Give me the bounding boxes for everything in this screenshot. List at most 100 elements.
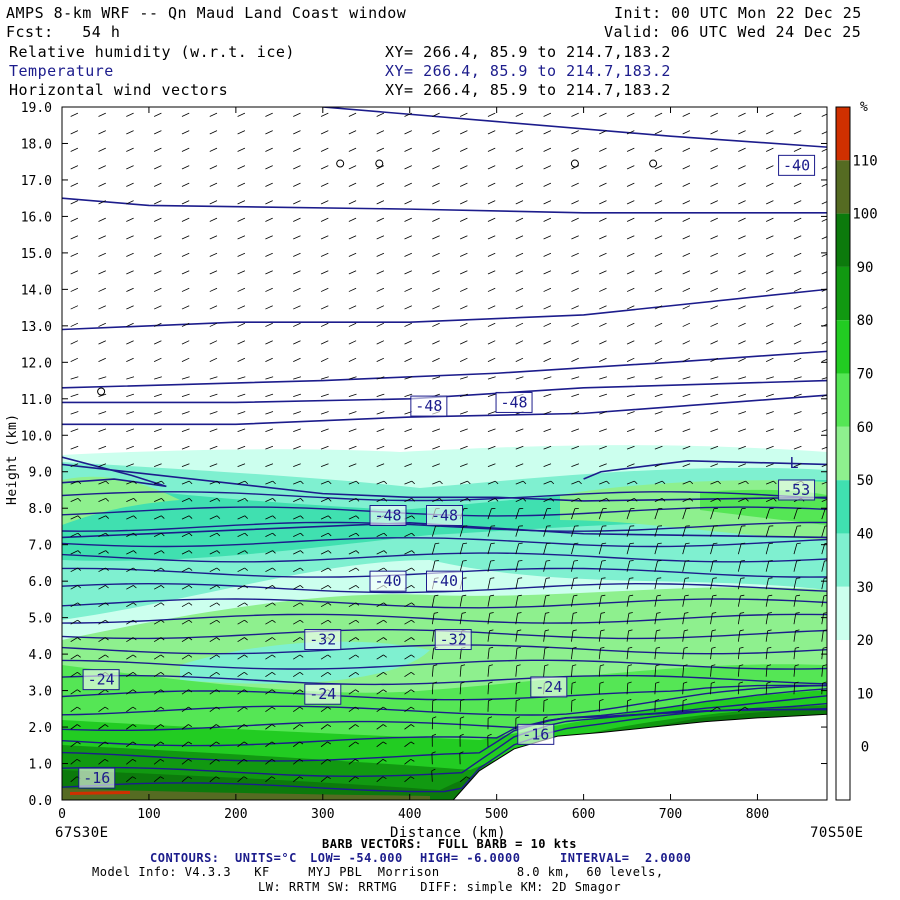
- wind-barb: [153, 130, 162, 135]
- wind-barb: [432, 428, 441, 432]
- wind-barb: [348, 270, 357, 275]
- wind-barb: [515, 525, 520, 537]
- y-axis-label: Height (km): [5, 413, 20, 505]
- wind-barb-flag: [601, 577, 606, 579]
- wind-barb: [209, 480, 218, 485]
- wind-barb: [376, 428, 385, 432]
- wind-barb-flag: [132, 637, 137, 641]
- colorbar-segment: [836, 533, 850, 587]
- wind-barb-flag: [515, 716, 520, 719]
- wind-barb-flag: [243, 724, 248, 728]
- wind-barb: [737, 578, 742, 590]
- wind-barb: [821, 464, 827, 468]
- wind-barb: [710, 200, 718, 205]
- wind-barb: [459, 525, 464, 537]
- wind-barb: [126, 130, 134, 135]
- wind-barb: [459, 480, 468, 485]
- wind-barb: [265, 235, 273, 240]
- wind-barb: [432, 252, 440, 257]
- wind-barb: [153, 585, 162, 590]
- wind-barb: [153, 550, 162, 555]
- wind-barb: [265, 550, 273, 555]
- wind-barb: [153, 706, 161, 713]
- wind-barb: [765, 648, 768, 660]
- wind-barb: [376, 200, 385, 205]
- wind-barb: [237, 619, 245, 625]
- wind-barb: [599, 217, 607, 222]
- wind-barb-flag: [216, 532, 221, 537]
- wind-barb-flag: [711, 629, 716, 632]
- colorbar-segment: [836, 213, 850, 267]
- x-tick-label: 300: [311, 807, 334, 822]
- wind-barb-flag: [432, 733, 437, 737]
- wind-barb: [348, 654, 356, 660]
- wind-barb: [654, 376, 663, 380]
- wind-barb: [153, 567, 162, 573]
- wind-barb: [459, 147, 468, 152]
- wind-barb-flag: [411, 602, 415, 606]
- wind-barb: [293, 602, 301, 608]
- wind-barb-flag: [383, 532, 388, 537]
- wind-barb: [543, 322, 552, 327]
- wind-barb: [265, 619, 273, 625]
- wind-barb: [70, 776, 78, 783]
- wind-barb-flag: [77, 480, 82, 485]
- wind-barb: [181, 235, 190, 240]
- wind-barb: [320, 357, 329, 362]
- wind-barb: [571, 130, 579, 135]
- wind-barb: [599, 445, 607, 450]
- wind-barb: [98, 147, 106, 152]
- temperature-contours: [62, 107, 827, 793]
- wind-barb: [404, 445, 413, 450]
- wind-barb-flag: [105, 532, 109, 537]
- wind-barb-flag: [132, 619, 137, 623]
- wind-barb: [293, 515, 301, 520]
- wind-barb-flag: [738, 681, 744, 684]
- x-tick-label: 800: [746, 807, 769, 822]
- wind-barb: [793, 270, 802, 275]
- contour-label-box: [369, 570, 407, 592]
- wind-barb-flag: [434, 612, 439, 614]
- wind-barb: [626, 182, 635, 187]
- wind-barb-flag: [188, 637, 193, 641]
- wind-barb: [793, 445, 802, 450]
- wind-barb: [348, 428, 357, 432]
- contour-labels: -40-48 -48-53-48 -48-40 -40-32 -32-24-24 -24-…: [78, 154, 816, 789]
- wind-barb: [571, 525, 575, 537]
- wind-barb: [515, 683, 517, 695]
- wind-barb-flag: [299, 776, 304, 780]
- wind-barb: [98, 637, 106, 643]
- wind-barb-flag: [161, 498, 165, 502]
- wind-barb: [181, 602, 190, 608]
- wind-barb: [654, 182, 663, 187]
- wind-barb: [599, 130, 607, 135]
- wind-barb: [98, 706, 106, 713]
- wind-barb: [126, 671, 134, 678]
- contour-label-box: [82, 669, 120, 691]
- wind-barb: [487, 525, 492, 537]
- wind-barb: [487, 393, 496, 397]
- wind-barb: [487, 630, 490, 642]
- wind-barb: [404, 112, 412, 117]
- wind-barb: [654, 480, 663, 485]
- wind-barb: [654, 683, 656, 695]
- wind-barb-flag: [543, 716, 548, 719]
- wind-barb: [293, 445, 301, 450]
- wind-barb: [265, 776, 272, 783]
- wind-barb-flag: [244, 532, 248, 537]
- contour-label: -24: [88, 671, 115, 689]
- wind-barb: [98, 340, 106, 345]
- wind-barb: [793, 235, 802, 240]
- wind-barb: [70, 637, 78, 643]
- wind-barb: [126, 340, 134, 345]
- wind-barb-flag: [634, 498, 638, 502]
- colorbar-label: 20: [857, 633, 874, 649]
- wind-barb: [237, 741, 245, 748]
- wind-barb: [654, 630, 657, 642]
- wind-barb-flag: [382, 758, 387, 762]
- wind-barb-flag: [662, 480, 666, 485]
- wind-barb-flag: [411, 654, 415, 658]
- wind-barb: [153, 480, 162, 485]
- wind-barb-flag: [522, 480, 527, 485]
- wind-barb: [599, 411, 607, 415]
